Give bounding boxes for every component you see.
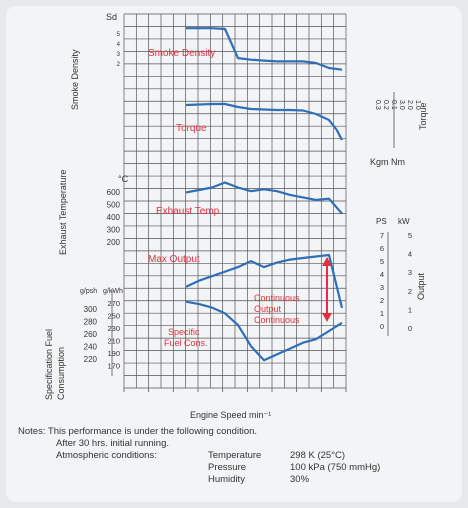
continuous-label-3: Continuous — [254, 315, 300, 325]
kw-tick-label: 2 — [408, 287, 412, 296]
torque-curve-label: Torque — [176, 123, 207, 134]
notes-line-1: Notes: This performance is under the fol… — [18, 426, 258, 437]
sfc-curve-label-1: Specific — [168, 327, 200, 337]
exhaust-axis-title: Exhaust Temperature — [58, 170, 68, 255]
exhaust-unit: °C — [118, 174, 129, 184]
sfc-gkwh-tick-label: 230 — [107, 324, 120, 333]
sfc-gkwh-tick-label: 210 — [107, 337, 120, 346]
torque-kgm-tick-label: 0.2 — [382, 100, 389, 110]
ps-tick-label: 5 — [380, 257, 384, 266]
max-output-curve-label: Max Output — [148, 254, 200, 265]
exhaust-temp-curve — [185, 181, 343, 215]
exhaust-tick-label: 400 — [107, 213, 121, 222]
sfc-axis-title-2: Consumption — [56, 347, 66, 400]
exhaust-temp-curve-label: Exhaust Temp. — [156, 206, 222, 217]
kw-tick-label: 0 — [408, 324, 412, 333]
notes-line-4: Pressure 100 kPa (750 mmHg) — [18, 462, 458, 474]
chart-grid — [123, 13, 347, 392]
sfc-axis-title-1: Specification Fuel — [44, 329, 54, 400]
kw-tick-label: 1 — [408, 305, 412, 314]
ps-tick-label: 7 — [380, 231, 384, 240]
notes-line-3: Atmospheric conditions: Temperature 298 K … — [18, 450, 458, 462]
humidity-key: Humidity — [208, 474, 245, 485]
atmospheric-label: Atmospheric conditions: — [56, 450, 157, 461]
sfc-gkwh-tick-label: 270 — [107, 299, 120, 308]
kw-unit: kW — [398, 217, 410, 226]
exhaust-tick-label: 500 — [107, 201, 121, 210]
kw-tick-label: 4 — [408, 250, 412, 259]
smoke-tick-label: 2 — [117, 62, 121, 68]
torque-nm-tick-label: 1.0 — [414, 100, 421, 110]
smoke-density-axis-title: Smoke Density — [70, 49, 80, 110]
torque-kgm-tick-label: 0.1 — [390, 100, 397, 110]
ps-unit: PS — [376, 217, 387, 226]
ps-tick-label: 3 — [380, 283, 384, 292]
max-output-curve — [185, 253, 344, 309]
humidity-value: 30% — [290, 474, 310, 485]
notes-line-5: Humidity 30% — [18, 474, 458, 486]
torque-nm-tick-label: 3.0 — [398, 100, 405, 110]
torque-kgm-tick-label: 0.3 — [374, 100, 381, 110]
continuous-label-2: Output — [254, 304, 282, 314]
ps-tick-label: 2 — [380, 296, 384, 305]
smoke-unit: Sd — [106, 12, 117, 22]
sfc-curve — [185, 300, 343, 362]
sfc-unit-left: g/psh — [80, 288, 97, 295]
sfc-curve-label-2: Fuel Cons. — [164, 338, 208, 348]
x-axis-title: Engine Speed min⁻¹ — [190, 410, 271, 420]
exhaust-tick-label: 200 — [107, 238, 121, 247]
notes-block: Notes: This performance is under the fol… — [18, 426, 458, 486]
torque-curve — [185, 102, 343, 141]
torque-unit: Kgm Nm — [370, 157, 405, 167]
ps-tick-label: 4 — [380, 270, 384, 279]
smoke-tick-label: 5 — [117, 32, 121, 38]
continuous-output-arrow — [322, 257, 332, 322]
sfc-unit-right: g/kWh — [103, 288, 123, 295]
sfc-gkwh-tick-label: 250 — [107, 312, 120, 321]
ps-tick-label: 0 — [380, 322, 384, 331]
pressure-value: 100 kPa (750 mmHg) — [290, 462, 381, 473]
sfc-gpsh-tick-label: 220 — [84, 355, 98, 364]
exhaust-tick-label: 300 — [107, 226, 121, 235]
smoke-tick-label: 3 — [117, 52, 121, 58]
sfc-gpsh-tick-label: 280 — [84, 318, 98, 327]
kw-tick-label: 5 — [408, 231, 412, 240]
ps-tick-label: 1 — [380, 309, 384, 318]
ps-tick-label: 6 — [380, 244, 384, 253]
pressure-key: Pressure — [208, 462, 247, 473]
continuous-label-1: Continuous — [254, 293, 300, 303]
torque-axis-title: Torque — [418, 102, 428, 130]
sfc-gpsh-tick-label: 240 — [84, 343, 98, 352]
smoke-density-curve-label: Smoke Density — [148, 48, 215, 59]
smoke-density-curve — [186, 27, 343, 71]
smoke-tick-label: 4 — [117, 42, 121, 48]
temperature-key: Temperature — [208, 450, 262, 461]
kw-tick-label: 3 — [408, 268, 412, 277]
output-axis-title: Output — [416, 272, 426, 300]
chart-curves — [185, 27, 344, 362]
notes-line-2: After 30 hrs. initial running. — [56, 438, 170, 449]
sfc-gpsh-tick-label: 300 — [84, 305, 98, 314]
sfc-gpsh-tick-label: 260 — [84, 330, 98, 339]
temperature-value: 298 K (25°C) — [290, 450, 346, 461]
torque-nm-tick-label: 2.0 — [406, 100, 413, 110]
sfc-gkwh-tick-label: 190 — [107, 349, 120, 358]
exhaust-tick-label: 600 — [107, 188, 121, 197]
sfc-gkwh-tick-label: 170 — [107, 362, 120, 371]
axis-ticks: 5432600500400300200300280260240220270250… — [84, 32, 421, 376]
